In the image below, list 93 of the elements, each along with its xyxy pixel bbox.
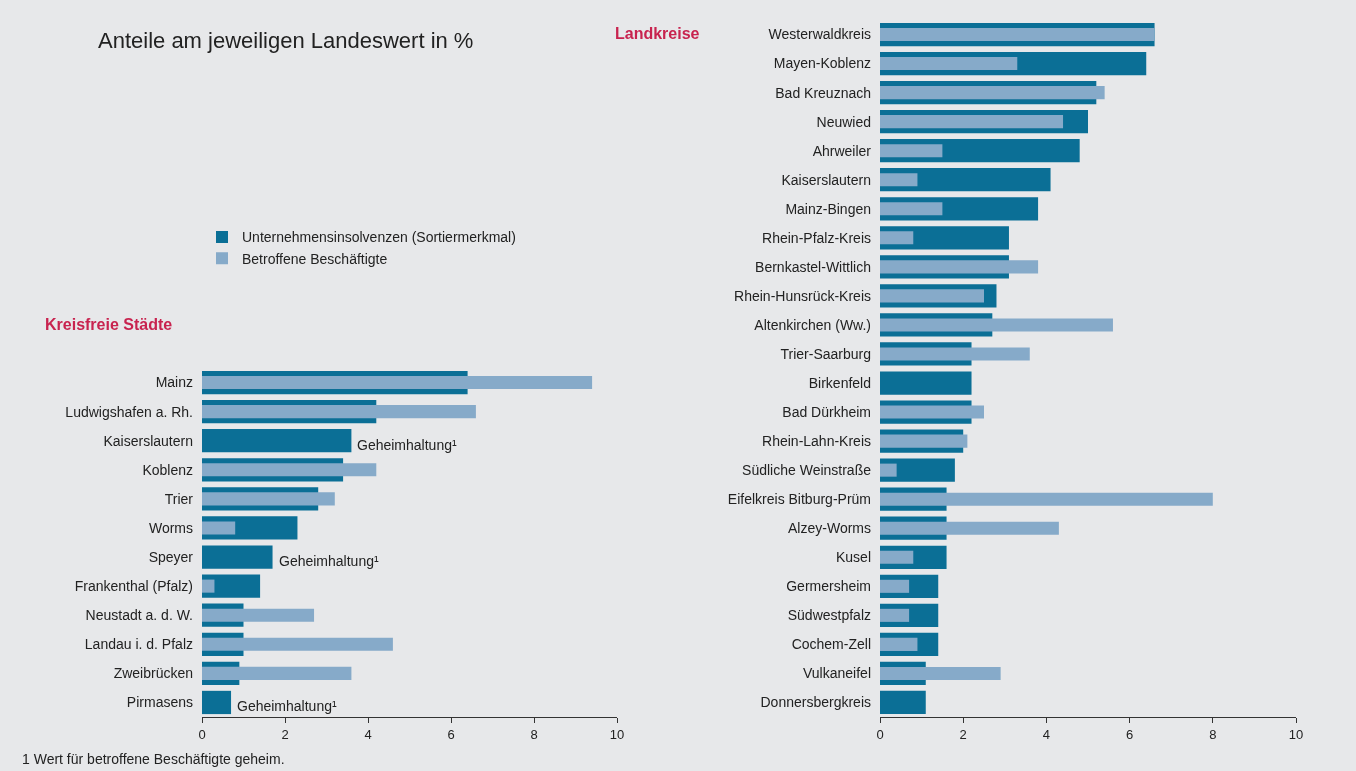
y-tick-label: Speyer xyxy=(148,548,194,565)
y-tick-label: Germersheim xyxy=(786,578,871,595)
bar xyxy=(202,690,232,715)
bar xyxy=(880,347,1030,361)
y-tick-label: Birkenfeld xyxy=(808,374,871,391)
x-tick-label: 6 xyxy=(1125,726,1134,742)
bar xyxy=(880,173,918,187)
y-tick-label: Worms xyxy=(148,519,193,536)
bar xyxy=(880,231,914,245)
y-tick-label: Eifelkreis Bitburg-Prüm xyxy=(727,491,871,508)
annotation: Geheimhaltung¹ xyxy=(279,553,379,569)
y-tick-label: Neuwied xyxy=(816,113,871,130)
text: Landkreise xyxy=(615,25,700,43)
bar xyxy=(880,434,968,448)
y-tick-label: Mainz xyxy=(155,374,193,391)
bar xyxy=(880,405,984,419)
bar xyxy=(880,289,984,303)
bar xyxy=(880,144,943,158)
y-tick-label: Pirmasens xyxy=(126,694,193,711)
bar xyxy=(880,202,943,216)
y-tick-label: Ludwigshafen a. Rh. xyxy=(65,403,193,420)
y-tick-label: Rhein-Lahn-Kreis xyxy=(762,433,871,449)
y-tick-label: Bad Kreuznach xyxy=(775,84,871,101)
bar xyxy=(880,637,918,651)
y-tick-label: Neustadt a. d. W. xyxy=(85,607,193,624)
bar xyxy=(880,463,897,477)
bar xyxy=(880,371,972,395)
x-tick-label: 4 xyxy=(1042,726,1051,742)
bar xyxy=(880,550,914,564)
y-tick-label: Altenkirchen (Ww.) xyxy=(754,316,871,333)
bar xyxy=(202,463,377,477)
bar xyxy=(880,690,926,715)
bar xyxy=(202,545,273,569)
y-tick-label: Zweibrücken xyxy=(113,665,193,682)
bar xyxy=(880,115,1064,129)
chart-title: Anteile am jeweiligen Landeswert in % xyxy=(98,27,475,55)
y-tick-label: Cochem-Zell xyxy=(791,636,871,653)
x-tick-label: 6 xyxy=(447,726,455,742)
x-tick-label: 8 xyxy=(1209,726,1217,742)
y-tick-label: Südwestpfalz xyxy=(787,607,871,624)
y-tick-label: Südliche Weinstraße xyxy=(742,462,872,479)
bar xyxy=(880,521,1059,535)
bar xyxy=(880,579,910,593)
x-tick-label: 10 xyxy=(1288,726,1304,742)
bar xyxy=(202,376,593,390)
y-tick-label: Ahrweiler xyxy=(812,142,872,159)
x-tick-label: 8 xyxy=(530,726,538,742)
chart-subtitle: Kreisfreie Städte xyxy=(45,316,173,334)
bar xyxy=(202,521,236,535)
y-tick-label: Frankenthal (Pfalz) xyxy=(74,578,193,595)
y-tick-label: Donnersbergkreis xyxy=(760,694,871,711)
y-tick-label: Westerwaldkreis xyxy=(768,26,871,43)
bar xyxy=(880,318,1113,332)
x-tick-label: 0 xyxy=(876,726,884,742)
bar xyxy=(880,608,910,622)
x-tick-label: 10 xyxy=(609,726,625,742)
legend-label: Unternehmensinsolvenzen (Sortiermerkmal) xyxy=(242,229,516,246)
x-tick-label: 2 xyxy=(281,726,289,742)
y-tick-label: Kaiserslautern xyxy=(103,432,193,449)
bar xyxy=(880,666,1001,680)
y-tick-label: Rhein-Pfalz-Kreis xyxy=(762,229,871,246)
bar xyxy=(202,405,476,419)
bar xyxy=(880,86,1105,100)
y-tick-label: Trier xyxy=(164,490,194,507)
bar xyxy=(202,608,315,622)
y-tick-label: Kaiserslautern xyxy=(781,171,871,188)
y-tick-label: Bad Dürkheim xyxy=(782,403,871,420)
x-tick-label: 4 xyxy=(364,726,372,742)
bar xyxy=(880,57,1018,71)
bar xyxy=(202,579,215,593)
x-tick-label: 2 xyxy=(959,726,967,742)
y-tick-label: Rhein-Hunsrück-Kreis xyxy=(734,287,871,304)
bar xyxy=(202,637,393,651)
y-tick-label: Vulkaneifel xyxy=(803,665,871,682)
y-tick-label: Kusel xyxy=(835,549,871,566)
y-tick-label: Trier-Saarburg xyxy=(780,345,871,362)
annotation: Geheimhaltung¹ xyxy=(237,698,337,714)
bar xyxy=(880,27,1155,42)
bar xyxy=(880,492,1213,506)
x-tick-label: 0 xyxy=(198,726,206,742)
y-tick-label: Mayen-Koblenz xyxy=(773,55,871,72)
y-tick-label: Alzey-Worms xyxy=(788,520,871,537)
y-tick-label: Landau i. d. Pfalz xyxy=(84,636,193,653)
bar xyxy=(880,260,1039,274)
y-tick-label: Koblenz xyxy=(142,461,193,478)
annotation: Geheimhaltung¹ xyxy=(357,437,457,453)
bar xyxy=(202,429,352,453)
bar xyxy=(202,492,335,506)
legend-label: Betroffene Beschäftigte xyxy=(242,250,388,267)
bar xyxy=(202,666,352,680)
text: 1 Wert für betroffene Beschäftigte geheim. xyxy=(22,751,285,767)
y-tick-label: Bernkastel-Wittlich xyxy=(755,258,871,275)
y-tick-label: Mainz-Bingen xyxy=(785,200,871,217)
